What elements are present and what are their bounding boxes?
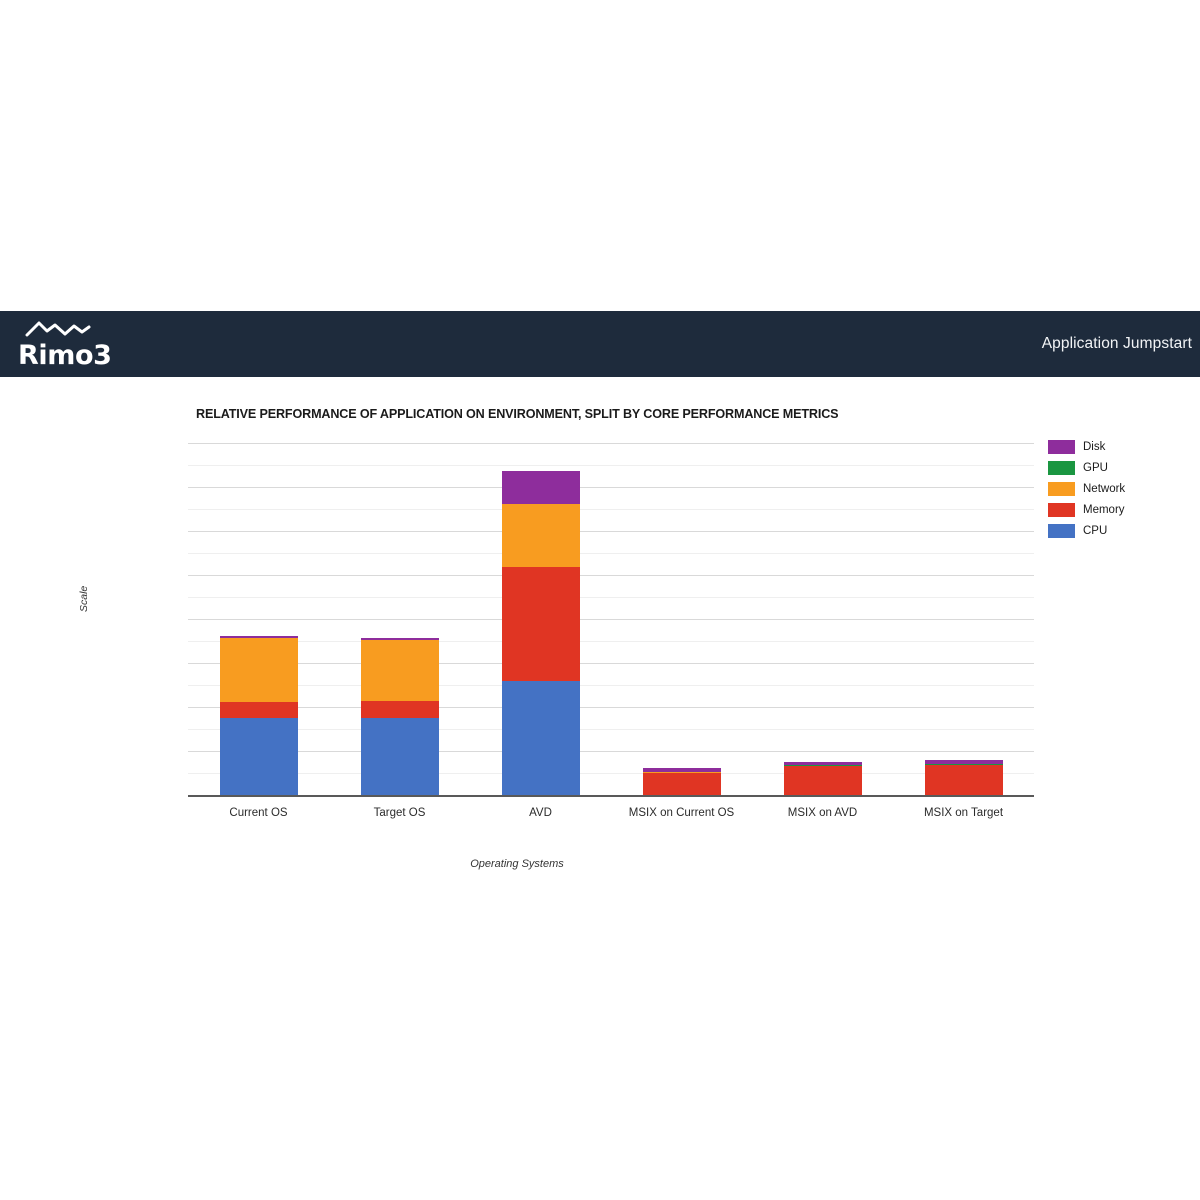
legend-label: Memory bbox=[1083, 504, 1125, 516]
x-tick-label: MSIX on AVD bbox=[787, 807, 858, 819]
bar-stack[interactable] bbox=[219, 635, 298, 795]
gridline-minor bbox=[188, 553, 1034, 554]
bar-segment-cpu[interactable] bbox=[360, 718, 439, 795]
bar-segment-disk[interactable] bbox=[360, 638, 439, 641]
gridline-minor bbox=[188, 729, 1034, 730]
bar-segment-network[interactable] bbox=[642, 771, 721, 773]
bar-segment-network[interactable] bbox=[219, 637, 298, 702]
bar-segment-gpu[interactable] bbox=[924, 763, 1003, 766]
legend-label: Network bbox=[1083, 483, 1126, 495]
bar-segment-memory[interactable] bbox=[783, 765, 862, 795]
brand-wordmark: Rimo3 bbox=[18, 339, 112, 371]
brand-logo: Rimo3 bbox=[18, 320, 112, 369]
legend-swatch-network bbox=[1048, 482, 1075, 496]
bar-segment-cpu[interactable] bbox=[219, 718, 298, 795]
legend-label: GPU bbox=[1083, 462, 1108, 474]
gridline-major bbox=[188, 707, 1034, 708]
legend-label: CPU bbox=[1083, 525, 1108, 537]
gridline-minor bbox=[188, 641, 1034, 642]
bar-segment-memory[interactable] bbox=[642, 773, 721, 795]
x-tick-label: AVD bbox=[529, 807, 552, 819]
legend-item-disk[interactable]: Disk bbox=[1048, 439, 1125, 455]
legend-swatch-memory bbox=[1048, 503, 1075, 517]
bar-segment-gpu[interactable] bbox=[783, 764, 862, 766]
mountain-peaks-icon bbox=[24, 320, 92, 341]
bar-stack[interactable] bbox=[924, 760, 1003, 795]
x-tick-label: MSIX on Current OS bbox=[628, 807, 735, 819]
chart-title: RELATIVE PERFORMANCE OF APPLICATION ON E… bbox=[196, 407, 839, 421]
legend-item-network[interactable]: Network bbox=[1048, 481, 1125, 497]
plot-area: 0.00.51.01.52.02.53.03.54.0 Current OSTa… bbox=[188, 443, 1034, 819]
bar-stack[interactable] bbox=[783, 761, 862, 795]
bar-segment-network[interactable] bbox=[360, 640, 439, 701]
chart-legend: Disk GPU Network Memory CPU bbox=[1048, 439, 1125, 539]
bar-segment-memory[interactable] bbox=[924, 765, 1003, 795]
gridline-minor bbox=[188, 597, 1034, 598]
gridline-minor bbox=[188, 773, 1034, 774]
x-axis-title: Operating Systems bbox=[470, 858, 564, 870]
gridline-minor bbox=[188, 465, 1034, 466]
legend-swatch-cpu bbox=[1048, 524, 1075, 538]
bar-segment-memory[interactable] bbox=[501, 567, 580, 681]
bar-stack[interactable] bbox=[501, 471, 580, 795]
x-tick-label: Target OS bbox=[373, 807, 426, 819]
legend-label: Disk bbox=[1083, 441, 1106, 453]
y-axis-title: Scale bbox=[78, 585, 90, 612]
bar-stack[interactable] bbox=[360, 638, 439, 795]
gridline-major bbox=[188, 619, 1034, 620]
bar-segment-disk[interactable] bbox=[642, 768, 721, 772]
bar-stack[interactable] bbox=[642, 768, 721, 795]
bar-segment-disk[interactable] bbox=[783, 761, 862, 765]
bar-segment-disk[interactable] bbox=[924, 760, 1003, 764]
axis-baseline bbox=[188, 795, 1034, 797]
bar-segment-memory[interactable] bbox=[219, 701, 298, 719]
bar-segment-network[interactable] bbox=[501, 503, 580, 568]
x-tick-label: MSIX on Target bbox=[923, 807, 1004, 819]
chart-container: RELATIVE PERFORMANCE OF APPLICATION ON E… bbox=[0, 377, 1200, 897]
legend-item-memory[interactable]: Memory bbox=[1048, 502, 1125, 518]
gridline-minor bbox=[188, 509, 1034, 510]
bar-segment-disk[interactable] bbox=[501, 471, 580, 504]
legend-item-cpu[interactable]: CPU bbox=[1048, 523, 1125, 539]
gridline-major bbox=[188, 663, 1034, 664]
bar-segment-cpu[interactable] bbox=[501, 680, 580, 795]
bar-segment-disk[interactable] bbox=[219, 635, 298, 638]
gridline-major bbox=[188, 443, 1034, 444]
bar-segment-memory[interactable] bbox=[360, 700, 439, 719]
gridline-major bbox=[188, 575, 1034, 576]
legend-item-gpu[interactable]: GPU bbox=[1048, 460, 1125, 476]
gridline-minor bbox=[188, 685, 1034, 686]
header-bar: Rimo3 Application Jumpstart bbox=[0, 311, 1200, 377]
legend-swatch-disk bbox=[1048, 440, 1075, 454]
x-tick-label: Current OS bbox=[229, 807, 288, 819]
gridline-major bbox=[188, 751, 1034, 752]
gridline-major bbox=[188, 531, 1034, 532]
legend-swatch-gpu bbox=[1048, 461, 1075, 475]
gridline-major bbox=[188, 487, 1034, 488]
header-title: Application Jumpstart bbox=[1041, 335, 1192, 352]
